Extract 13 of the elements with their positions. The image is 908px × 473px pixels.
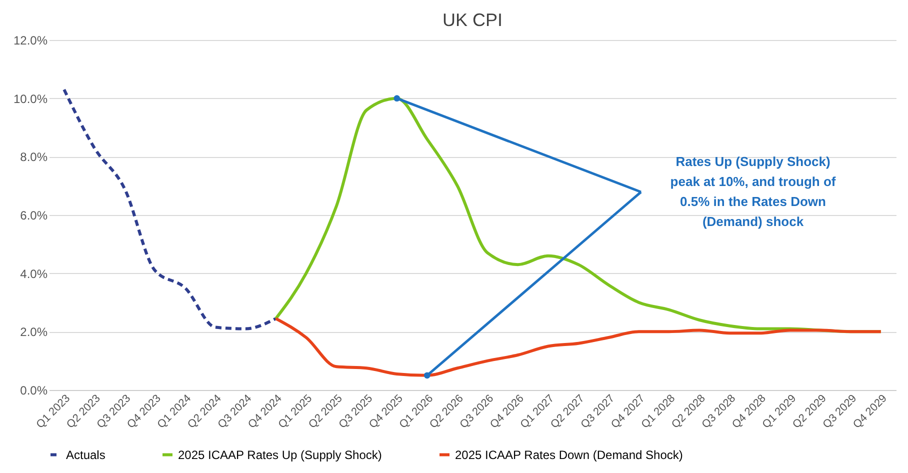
y-tick-label: 12.0%: [13, 34, 48, 48]
chart-title: UK CPI: [442, 10, 503, 30]
y-tick-label: 0.0%: [20, 384, 48, 398]
y-tick-label: 4.0%: [20, 266, 48, 281]
y-tick-label: 6.0%: [20, 208, 48, 222]
y-tick-label: 2.0%: [20, 325, 48, 340]
annotation: Rates Up (Supply Shock) peak at 10%, and trough of 0.5% in the Rates Down (Demand) shock: [670, 154, 836, 229]
legend-label: 2025 ICAAP Rates Up (Supply Shock): [178, 448, 382, 462]
line-series: [62, 88, 278, 330]
y-tick-label: 10.0%: [13, 92, 48, 106]
legend-label: 2025 ICAAP Rates Down (Demand Shock): [455, 448, 683, 462]
y-tick-label: 8.0%: [20, 150, 48, 164]
legend-label: Actuals: [66, 448, 106, 462]
